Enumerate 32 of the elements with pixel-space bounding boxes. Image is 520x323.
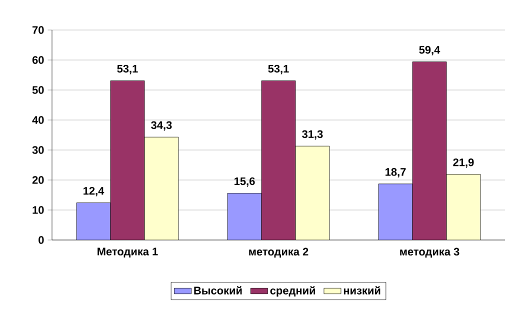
data-label: 59,4 xyxy=(419,46,440,56)
legend-label: Высокий xyxy=(194,286,242,294)
bar xyxy=(228,193,262,240)
y-tick-label: 50 xyxy=(32,86,44,94)
y-tick-label: 30 xyxy=(32,146,44,154)
legend-label: средний xyxy=(270,286,316,297)
x-tick-label: методика 3 xyxy=(400,248,460,258)
y-tick-label: 60 xyxy=(32,56,44,64)
legend-label: низкий xyxy=(344,286,380,294)
bar xyxy=(144,137,178,240)
y-tick-label: 10 xyxy=(32,206,44,214)
bar xyxy=(412,62,447,240)
data-label: 12,4 xyxy=(84,186,104,196)
data-label: 18,7 xyxy=(386,168,406,178)
bar xyxy=(446,174,481,240)
y-tick-label: 0 xyxy=(38,236,44,244)
data-label: 53,1 xyxy=(117,64,138,74)
x-tick-label: методика 2 xyxy=(249,248,308,258)
y-tick-label: 40 xyxy=(32,116,44,124)
y-tick-label: 70 xyxy=(32,26,44,34)
data-label: 15,6 xyxy=(234,177,255,187)
bar xyxy=(76,202,111,240)
bar xyxy=(295,146,330,240)
bar xyxy=(378,184,413,240)
x-tick-label: Методика 1 xyxy=(98,248,158,258)
data-label: 34,3 xyxy=(151,121,172,131)
data-label: 31,3 xyxy=(302,130,323,140)
data-label: 21,9 xyxy=(453,158,474,168)
y-tick-label: 20 xyxy=(32,176,44,184)
bar xyxy=(110,80,144,240)
bar xyxy=(262,80,296,240)
data-label: 53,1 xyxy=(268,64,289,74)
